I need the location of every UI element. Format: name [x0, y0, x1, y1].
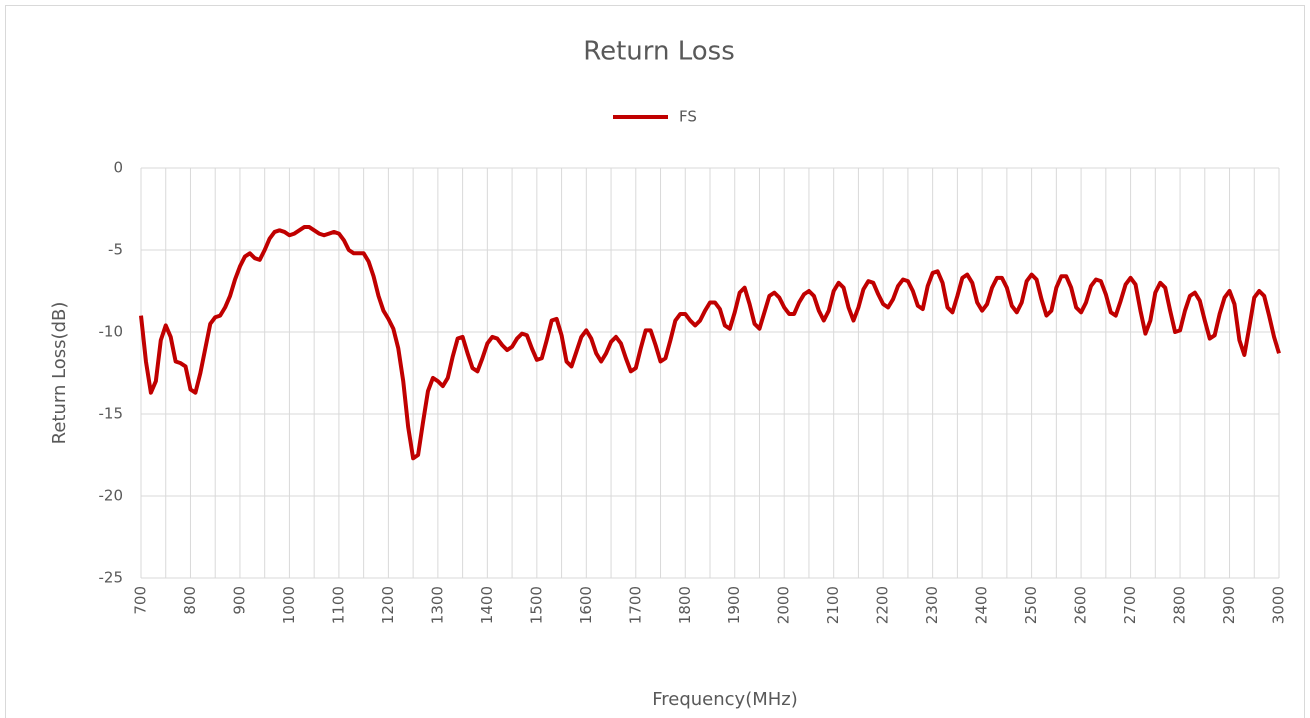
x-tick-label: 2300 — [923, 586, 941, 624]
series-line — [139, 225, 1281, 461]
x-tick-label: 1400 — [478, 586, 496, 624]
x-tick-label: 1100 — [329, 586, 347, 624]
y-tick-label: -20 — [99, 487, 124, 505]
x-tick-label: 1600 — [577, 586, 595, 624]
chart-title: Return Loss — [583, 37, 735, 67]
x-tick-label: 1000 — [280, 586, 298, 624]
x-tick-label: 1800 — [676, 586, 694, 624]
legend-label: FS — [679, 108, 697, 126]
x-tick-label: 2800 — [1171, 586, 1189, 624]
x-tick-label: 3000 — [1270, 586, 1288, 624]
x-tick-label: 2600 — [1072, 586, 1090, 624]
x-tick-label: 800 — [181, 586, 199, 615]
x-tick-label: 2500 — [1022, 586, 1040, 624]
x-tick-label: 2200 — [874, 586, 892, 624]
chart-frame — [5, 5, 1305, 718]
y-tick-label: -10 — [99, 323, 124, 341]
y-axis-title: Return Loss(dB) — [49, 302, 70, 445]
y-tick-label: -15 — [99, 405, 124, 423]
x-tick-label: 1500 — [527, 586, 545, 624]
x-tick-label: 1200 — [379, 586, 397, 624]
x-tick-label: 700 — [132, 586, 150, 615]
x-tick-label: 1300 — [428, 586, 446, 624]
x-tick-label: 2100 — [824, 586, 842, 624]
y-tick-label: 0 — [113, 159, 123, 177]
y-tick-label: -25 — [99, 569, 124, 587]
x-tick-label: 2400 — [973, 586, 991, 624]
x-tick-label: 1900 — [725, 586, 743, 624]
x-tick-label: 2700 — [1121, 586, 1139, 624]
x-tick-label: 2000 — [775, 586, 793, 624]
y-tick-label: -5 — [108, 241, 123, 259]
x-tick-label: 900 — [230, 586, 248, 615]
x-tick-label: 1700 — [626, 586, 644, 624]
x-axis-title: Frequency(MHz) — [652, 689, 798, 710]
x-tick-label: 2900 — [1220, 586, 1238, 624]
